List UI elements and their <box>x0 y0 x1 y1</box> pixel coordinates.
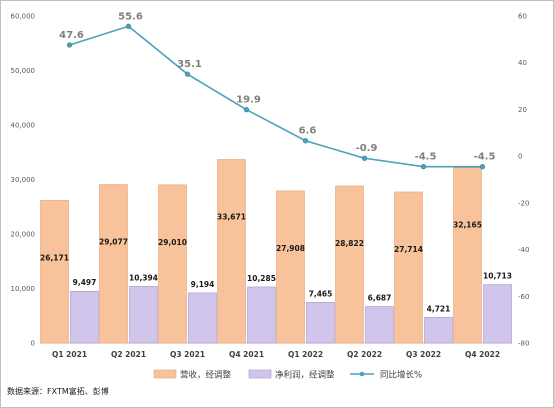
growth-point <box>420 164 427 170</box>
net-profit-bar <box>247 286 276 344</box>
growth-value-label: 6.6 <box>299 126 317 137</box>
growth-value-label: -0.9 <box>356 143 378 154</box>
y-right-tick-label: -40 <box>518 246 529 254</box>
x-tick-label: Q1 2022 <box>288 350 323 359</box>
x-tick-label: Q4 2021 <box>229 350 264 359</box>
source-note: 数据来源：FXTM富拓、彭博 <box>7 386 109 396</box>
net-profit-value-label: 9,194 <box>191 280 215 289</box>
x-tick-label: Q4 2022 <box>465 350 500 359</box>
y-left-tick-label: 0 <box>31 340 35 348</box>
revenue-value-label: 29,010 <box>158 238 187 247</box>
net-profit-value-label: 7,465 <box>309 289 333 298</box>
revenue-value-label: 26,171 <box>40 253 69 262</box>
revenue-value-label: 27,908 <box>276 244 305 253</box>
revenue-bar <box>40 200 69 344</box>
legend-swatch-revenue <box>153 369 177 379</box>
revenue-bar <box>394 191 423 344</box>
growth-point <box>361 155 368 161</box>
net-profit-bar <box>483 284 512 344</box>
legend-swatch-net-profit <box>248 369 272 379</box>
growth-point <box>184 71 191 77</box>
y-left-tick-label: 20,000 <box>11 231 36 239</box>
legend-swatch-growth-marker <box>359 371 365 377</box>
growth-value-label: -4.5 <box>415 152 437 163</box>
revenue-bar <box>453 167 482 344</box>
net-profit-value-label: 10,285 <box>247 274 276 283</box>
revenue-value-label: 33,671 <box>217 212 246 221</box>
net-profit-bar <box>365 306 394 344</box>
revenue-value-label: 32,165 <box>453 221 482 230</box>
y-left-tick-label: 40,000 <box>11 122 36 130</box>
x-tick-label: Q3 2021 <box>170 350 205 359</box>
growth-value-label: 35.1 <box>177 59 202 70</box>
revenue-bar <box>158 184 187 344</box>
revenue-bar <box>99 184 128 344</box>
legend-label-net-profit: 净利润，经调整 <box>275 370 335 381</box>
net-profit-bar <box>129 286 158 344</box>
net-profit-bar <box>424 316 453 344</box>
revenue-value-label: 29,077 <box>99 238 128 247</box>
y-right-tick-label: -60 <box>518 293 529 301</box>
y-right-tick-label: 60 <box>518 13 527 21</box>
growth-value-label: 19.9 <box>236 95 261 106</box>
revenue-bar <box>276 190 305 344</box>
net-profit-bar <box>70 290 99 344</box>
y-left-tick-label: 30,000 <box>11 176 36 184</box>
net-profit-value-label: 10,394 <box>129 273 158 282</box>
x-tick-label: Q2 2022 <box>347 350 382 359</box>
growth-line <box>69 25 483 168</box>
growth-point <box>66 42 73 48</box>
growth-value-label: 55.6 <box>118 11 143 22</box>
y-right-tick-label: -80 <box>518 340 529 348</box>
growth-point <box>243 107 250 113</box>
growth-value-label: -4.5 <box>474 152 496 163</box>
y-right-tick-label: 0 <box>518 153 522 161</box>
revenue-value-label: 27,714 <box>394 245 423 254</box>
net-profit-value-label: 10,713 <box>483 272 512 281</box>
net-profit-value-label: 6,687 <box>368 294 392 303</box>
y-left-tick-label: 60,000 <box>11 13 36 21</box>
growth-value-label: 47.6 <box>59 30 84 41</box>
x-tick-label: Q3 2022 <box>406 350 441 359</box>
y-right-tick-label: 20 <box>518 106 527 114</box>
legend-label-growth: 同比增长% <box>380 370 422 381</box>
x-tick-label: Q2 2021 <box>111 350 146 359</box>
growth-point <box>125 23 132 29</box>
net-profit-bar <box>188 292 217 344</box>
legend-label-revenue: 营收，经调整 <box>180 370 232 381</box>
revenue-bar <box>217 159 246 344</box>
net-profit-value-label: 9,497 <box>73 278 97 287</box>
revenue-bar <box>335 185 364 344</box>
growth-point <box>302 138 309 144</box>
x-tick-label: Q1 2021 <box>52 350 87 359</box>
net-profit-bar <box>306 302 335 344</box>
y-right-tick-label: -20 <box>518 199 529 207</box>
y-right-tick-label: 40 <box>518 59 527 67</box>
y-left-tick-label: 10,000 <box>11 285 36 293</box>
net-profit-value-label: 4,721 <box>427 304 451 313</box>
y-left-tick-label: 50,000 <box>11 67 36 75</box>
growth-point <box>479 164 486 170</box>
revenue-value-label: 28,822 <box>335 239 364 248</box>
